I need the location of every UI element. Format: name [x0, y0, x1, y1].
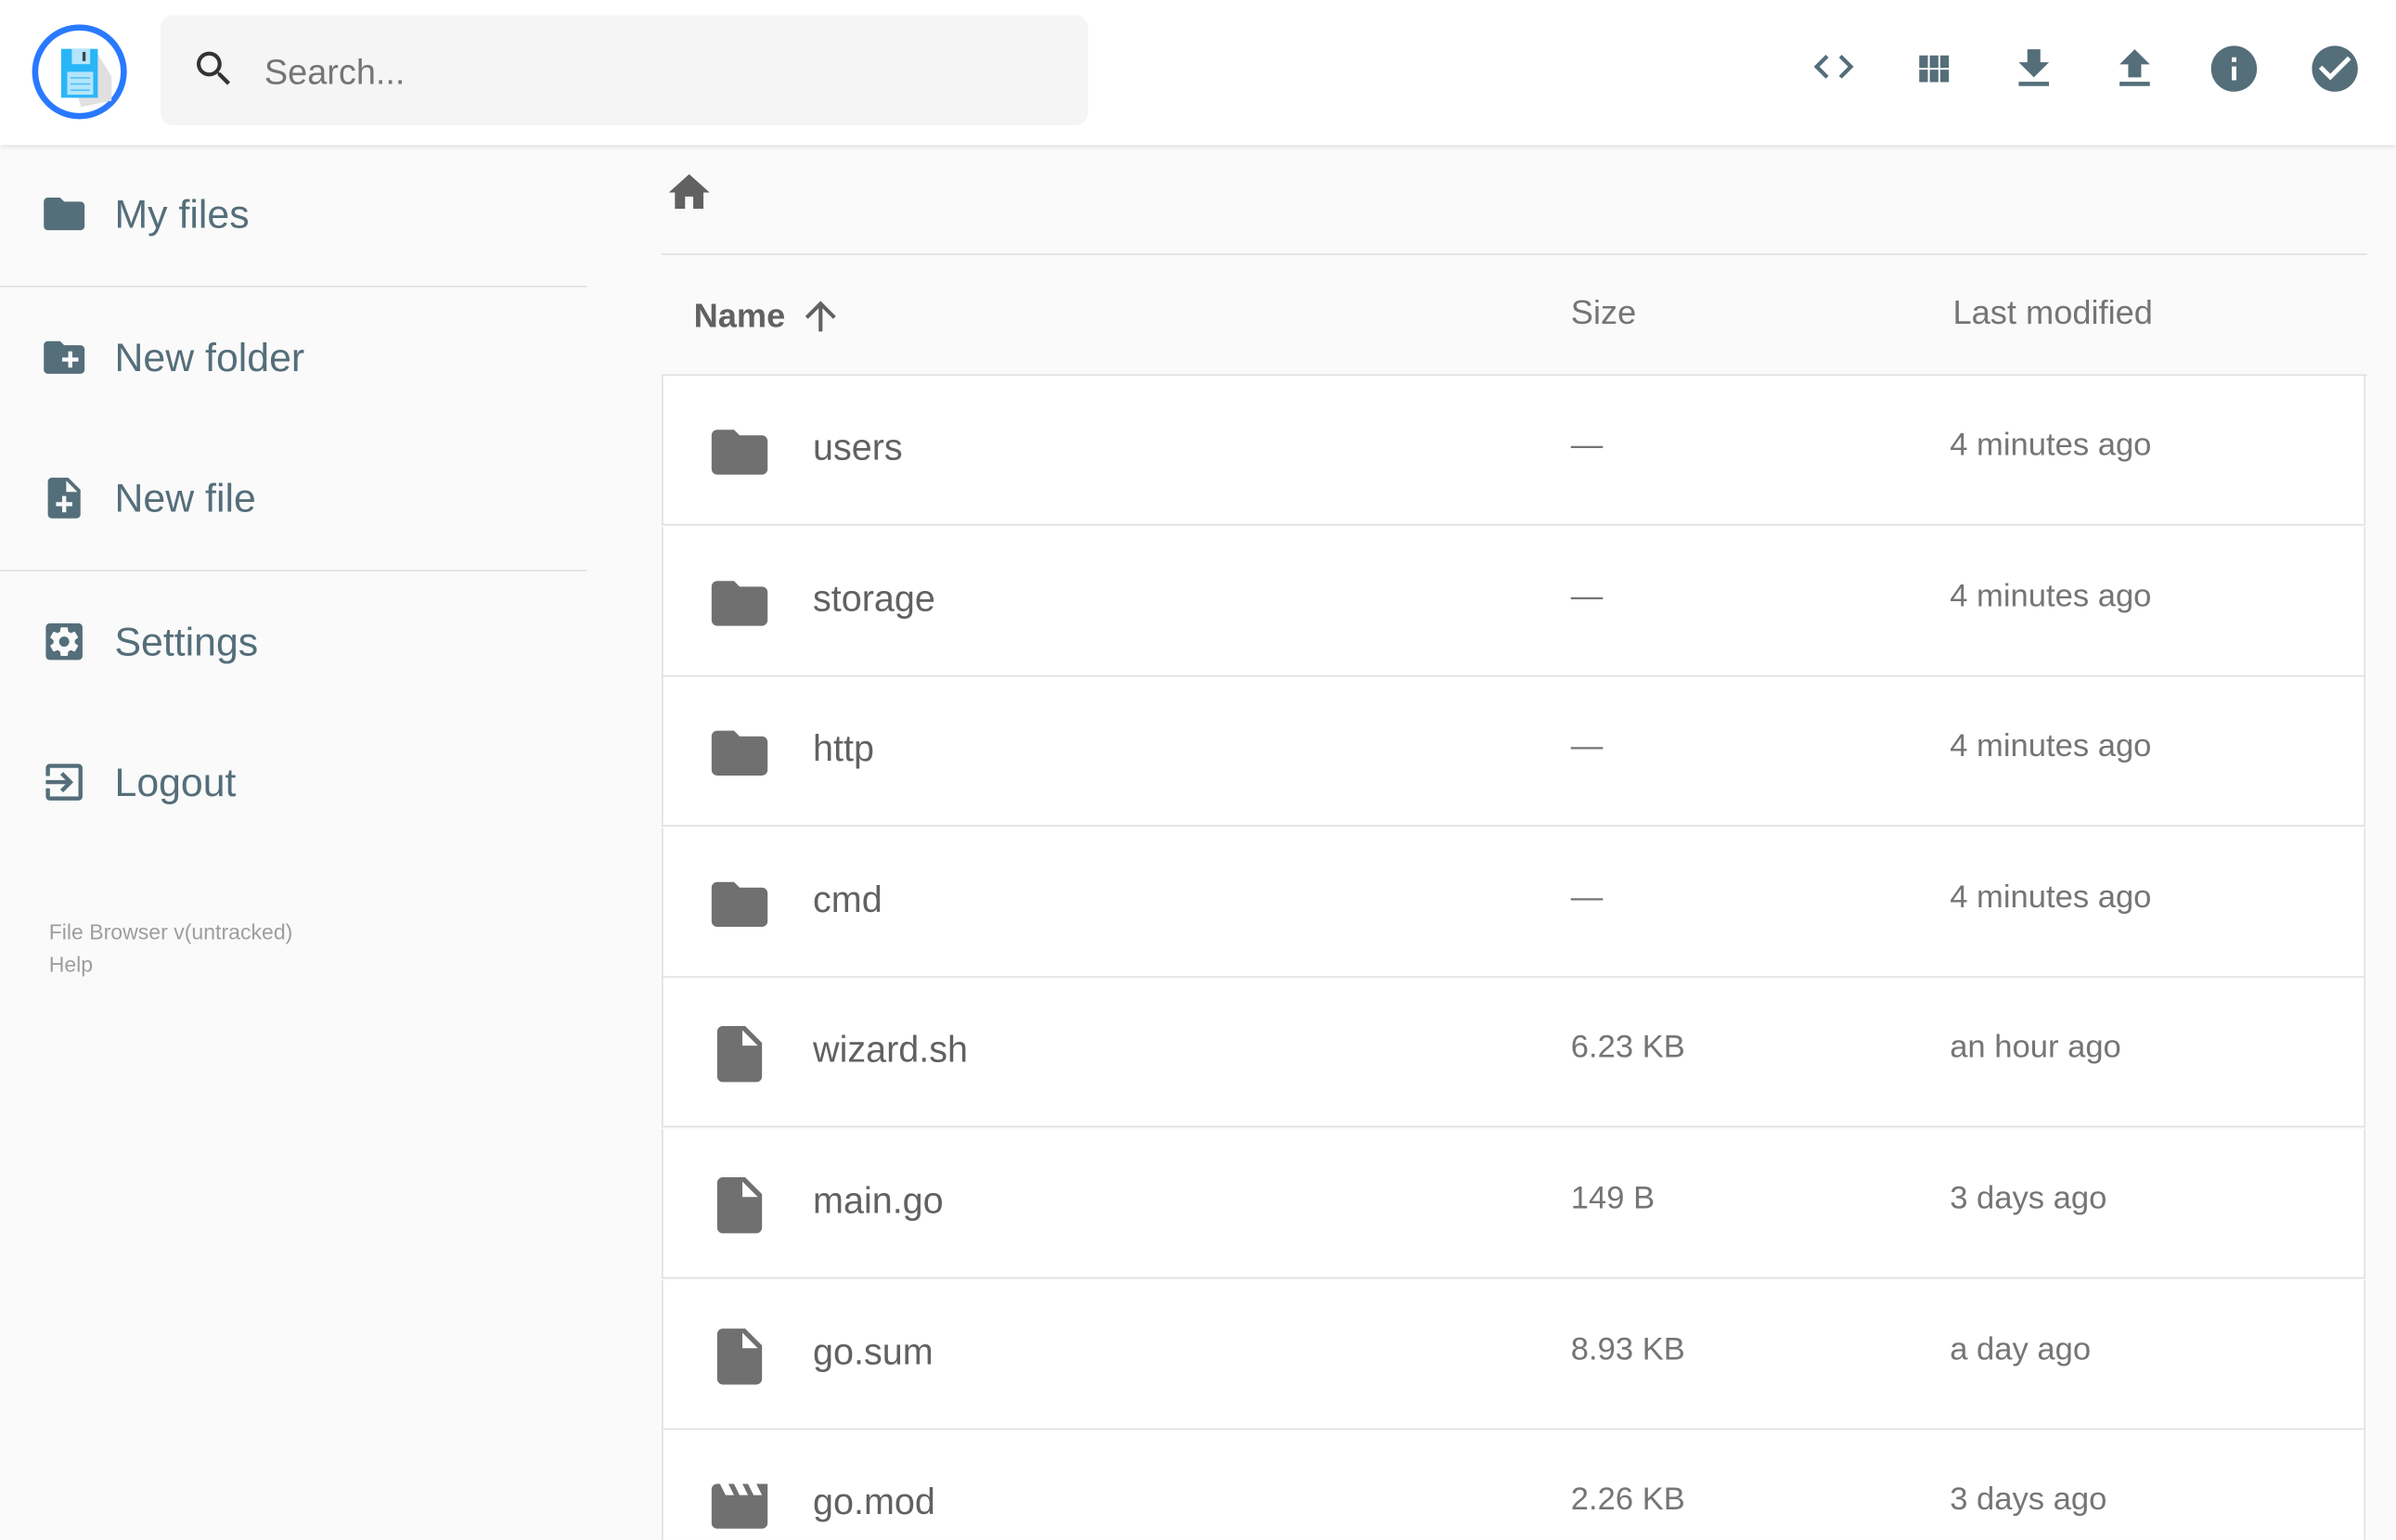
table-row[interactable]: storage — 4 minutes ago: [662, 526, 2366, 676]
sidebar-item-new-folder[interactable]: New folder: [0, 312, 586, 404]
file-modified: 4 minutes ago: [1950, 428, 2152, 463]
row-icon: [706, 720, 773, 795]
folder-icon: [711, 430, 768, 475]
table-row[interactable]: wizard.sh 6.23 KB an hour ago: [662, 978, 2366, 1128]
file-icon: [716, 1328, 763, 1384]
create-folder-icon: [44, 340, 85, 374]
file-size: 8.93 KB: [1570, 1331, 1685, 1367]
file-name: storage: [813, 578, 935, 620]
download-icon[interactable]: [2006, 41, 2061, 96]
table-row[interactable]: go.mod 2.26 KB 3 days ago: [662, 1430, 2366, 1540]
code-icon[interactable]: [1806, 41, 1861, 96]
file-size: —: [1570, 428, 1604, 463]
file-size: 6.23 KB: [1570, 1030, 1685, 1066]
arrow-up-icon: [805, 301, 836, 332]
table-row[interactable]: http — 4 minutes ago: [662, 676, 2366, 828]
movie-icon: [711, 1483, 768, 1530]
row-icon: [706, 1473, 773, 1540]
column-header-size[interactable]: Size: [1570, 293, 1637, 332]
column-header-modified[interactable]: Last modified: [1952, 293, 2153, 332]
file-icon: [716, 1026, 763, 1084]
breadcrumb-divider: [662, 253, 2367, 255]
table-row[interactable]: users — 4 minutes ago: [662, 376, 2366, 526]
note-add-icon: [47, 477, 81, 519]
version-text: File Browser v(untracked): [48, 919, 293, 944]
file-name: wizard.sh: [813, 1030, 968, 1072]
file-name: http: [813, 728, 874, 771]
grid-view-icon[interactable]: [1907, 41, 1962, 96]
row-icon: [706, 870, 773, 945]
file-modified: 3 days ago: [1950, 1482, 2107, 1518]
sidebar-item-label: My files: [114, 190, 250, 237]
sidebar-item-my-files[interactable]: My files: [0, 168, 586, 260]
exit-icon: [45, 764, 83, 801]
file-size: —: [1570, 879, 1604, 916]
folder-icon: [711, 881, 768, 927]
column-name-label: Name: [693, 296, 786, 335]
row-icon: [706, 1021, 773, 1097]
file-modified: 4 minutes ago: [1950, 578, 2152, 614]
table-row[interactable]: go.sum 8.93 KB a day ago: [662, 1279, 2366, 1430]
file-name: users: [813, 428, 903, 469]
logo[interactable]: [32, 24, 127, 120]
breadcrumb-home[interactable]: [664, 168, 714, 225]
search-bar[interactable]: [160, 15, 1089, 126]
floppy-disk-icon: [60, 48, 112, 108]
search-icon: [197, 51, 231, 85]
home-icon: [668, 173, 710, 210]
upload-icon[interactable]: [2107, 41, 2162, 96]
table-row[interactable]: main.go 149 B 3 days ago: [662, 1128, 2366, 1279]
header: [0, 0, 2396, 146]
settings-icon: [45, 622, 83, 661]
file-modified: a day ago: [1950, 1331, 2092, 1367]
file-name: cmd: [813, 879, 882, 921]
file-modified: 4 minutes ago: [1950, 879, 2152, 916]
file-modified: 4 minutes ago: [1950, 728, 2152, 764]
sidebar-item-label: Logout: [114, 758, 237, 804]
file-size: —: [1570, 728, 1604, 764]
file-name: main.go: [813, 1180, 944, 1223]
info-icon[interactable]: [2207, 41, 2261, 96]
sidebar-item-label: New folder: [114, 333, 305, 380]
check-circle-icon[interactable]: [2308, 41, 2363, 96]
file-modified: 3 days ago: [1950, 1180, 2107, 1216]
file-size: 2.26 KB: [1570, 1482, 1685, 1518]
file-icon: [716, 1177, 763, 1234]
row-icon: [706, 570, 773, 645]
sidebar-item-logout[interactable]: Logout: [0, 737, 586, 828]
sidebar-divider: [0, 285, 587, 288]
sidebar-item-label: Settings: [114, 618, 259, 664]
sidebar-item-settings[interactable]: Settings: [0, 596, 586, 687]
table-row[interactable]: cmd — 4 minutes ago: [662, 828, 2366, 978]
row-icon: [706, 1172, 773, 1247]
file-name: go.sum: [813, 1331, 934, 1373]
sidebar-item-new-file[interactable]: New file: [0, 452, 586, 544]
table-top-border: [662, 374, 2367, 377]
row-icon: [706, 1322, 773, 1397]
folder-icon: [44, 197, 85, 231]
sidebar-item-label: New file: [114, 474, 256, 520]
search-input[interactable]: [261, 43, 1032, 101]
folder-icon: [711, 730, 768, 776]
file-size: —: [1570, 578, 1604, 614]
column-header-name[interactable]: Name: [694, 293, 844, 339]
file-name: go.mod: [813, 1482, 935, 1524]
row-icon: [706, 418, 773, 494]
help-link[interactable]: Help: [48, 951, 94, 977]
sidebar-divider: [0, 570, 587, 571]
file-size: 149 B: [1570, 1180, 1655, 1216]
file-modified: an hour ago: [1950, 1030, 2121, 1066]
folder-icon: [711, 580, 768, 625]
